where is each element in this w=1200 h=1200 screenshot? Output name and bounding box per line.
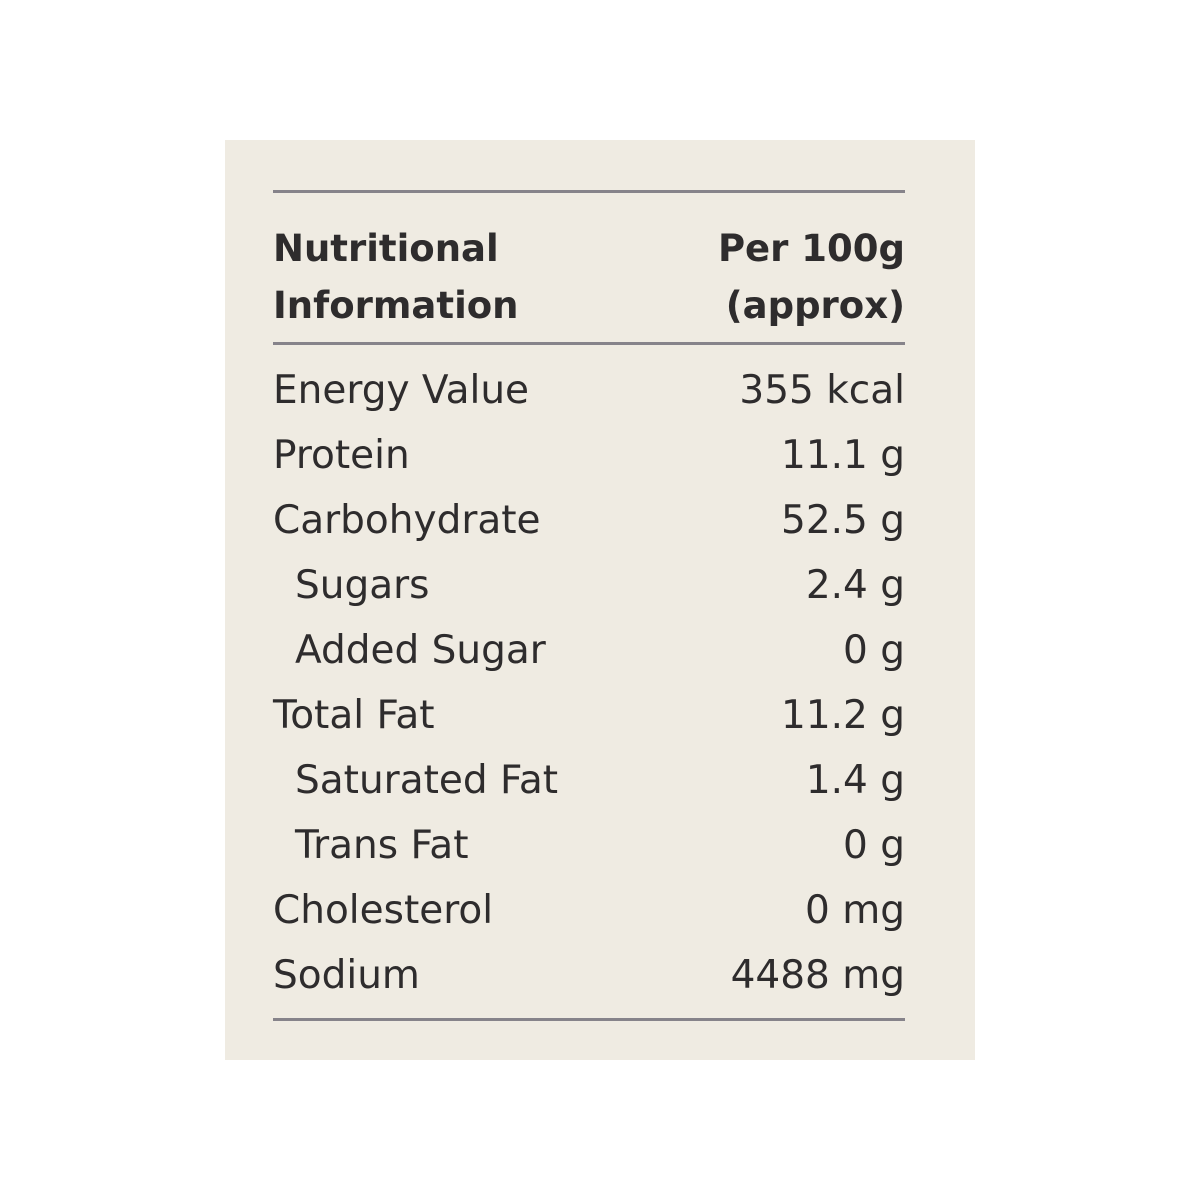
nutrient-name: Sugars (295, 563, 430, 608)
nutrient-name: Trans Fat (295, 823, 469, 868)
nutrient-name: Added Sugar (295, 628, 546, 673)
nutrient-row: Cholesterol 0 mg (273, 878, 905, 943)
nutrient-row: Total Fat 11.2 g (273, 683, 905, 748)
nutrient-value: 2.4 g (805, 563, 905, 608)
nutrient-name: Sodium (273, 953, 420, 998)
rule (273, 1018, 905, 1021)
nutrient-row: Sodium 4488 mg (273, 943, 905, 1008)
nutrient-name: Saturated Fat (295, 758, 559, 803)
nutrient-value: 4488 mg (730, 953, 905, 998)
nutrient-row: Protein 11.1 g (273, 423, 905, 488)
nutrient-value: 52.5 g (781, 498, 905, 543)
nutrient-value: 11.2 g (781, 693, 905, 738)
nutrition-panel: Nutritional Information Per 100g (approx… (225, 140, 975, 1060)
nutrient-row: Carbohydrate 52.5 g (273, 488, 905, 553)
nutrient-name: Protein (273, 433, 410, 478)
nutrient-row: Sugars 2.4 g (273, 553, 905, 618)
nutrient-name: Total Fat (273, 693, 435, 738)
nutrient-row: Saturated Fat 1.4 g (273, 748, 905, 813)
nutrient-name: Cholesterol (273, 888, 494, 933)
header-value: Per 100g (approx) (717, 227, 905, 327)
nutrient-row: Energy Value 355 kcal (273, 358, 905, 423)
nutrient-name: Carbohydrate (273, 498, 541, 543)
rule (273, 190, 905, 193)
nutrient-value: 0 g (843, 628, 905, 673)
header-label: Nutritional Information (273, 227, 519, 327)
nutrient-value: 355 kcal (739, 368, 905, 413)
rule (273, 342, 905, 345)
nutrient-value: 1.4 g (805, 758, 905, 803)
nutrient-value: 0 mg (805, 888, 905, 933)
nutrient-value: 11.1 g (781, 433, 905, 478)
nutrient-value: 0 g (843, 823, 905, 868)
nutrient-row: Added Sugar 0 g (273, 618, 905, 683)
nutrient-row: Trans Fat 0 g (273, 813, 905, 878)
nutrient-name: Energy Value (273, 368, 530, 413)
